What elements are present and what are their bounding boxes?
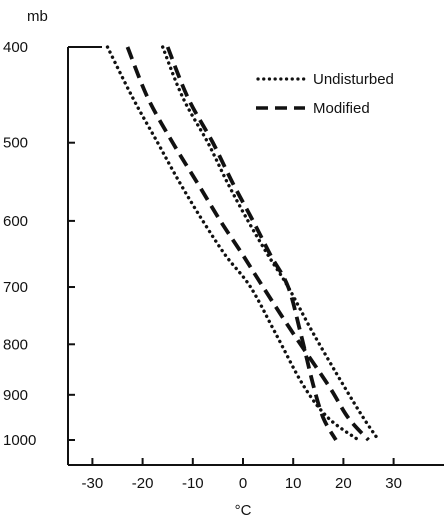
series-line-modified-2 — [125, 46, 370, 442]
x-tick-label: -30 — [82, 475, 104, 492]
legend-label-undisturbed: Undisturbed — [313, 71, 394, 88]
x-tick-label: 20 — [335, 475, 352, 492]
series-layer — [105, 45, 381, 442]
x-axis-unit: °C — [235, 502, 252, 519]
x-tick-label: 0 — [239, 475, 247, 492]
y-tick-label: 800 — [3, 336, 28, 353]
y-tick-label: 400 — [3, 39, 28, 56]
legend: Undisturbed Modified — [256, 71, 394, 117]
y-tick-label: 600 — [3, 213, 28, 230]
y-tick-label: 500 — [3, 135, 28, 152]
y-tick-label: 1000 — [3, 432, 36, 449]
series-line-modified-3 — [165, 46, 338, 441]
y-tick-label: 700 — [3, 279, 28, 296]
x-tick-label: -20 — [132, 475, 154, 492]
legend-label-modified: Modified — [313, 100, 370, 117]
axis-layer: 400 500 600 700 800 900 1000 -30 -20 -10 0 10 20 30 — [3, 39, 402, 492]
y-axis-unit: mb — [27, 8, 48, 25]
x-tick-label: 30 — [385, 475, 402, 492]
y-tick-label: 900 — [3, 387, 28, 404]
series-line-undisturbed-0 — [161, 45, 381, 442]
x-tick-label: -10 — [182, 475, 204, 492]
x-tick-label: 10 — [285, 475, 302, 492]
series-line-undisturbed-1 — [105, 45, 361, 442]
